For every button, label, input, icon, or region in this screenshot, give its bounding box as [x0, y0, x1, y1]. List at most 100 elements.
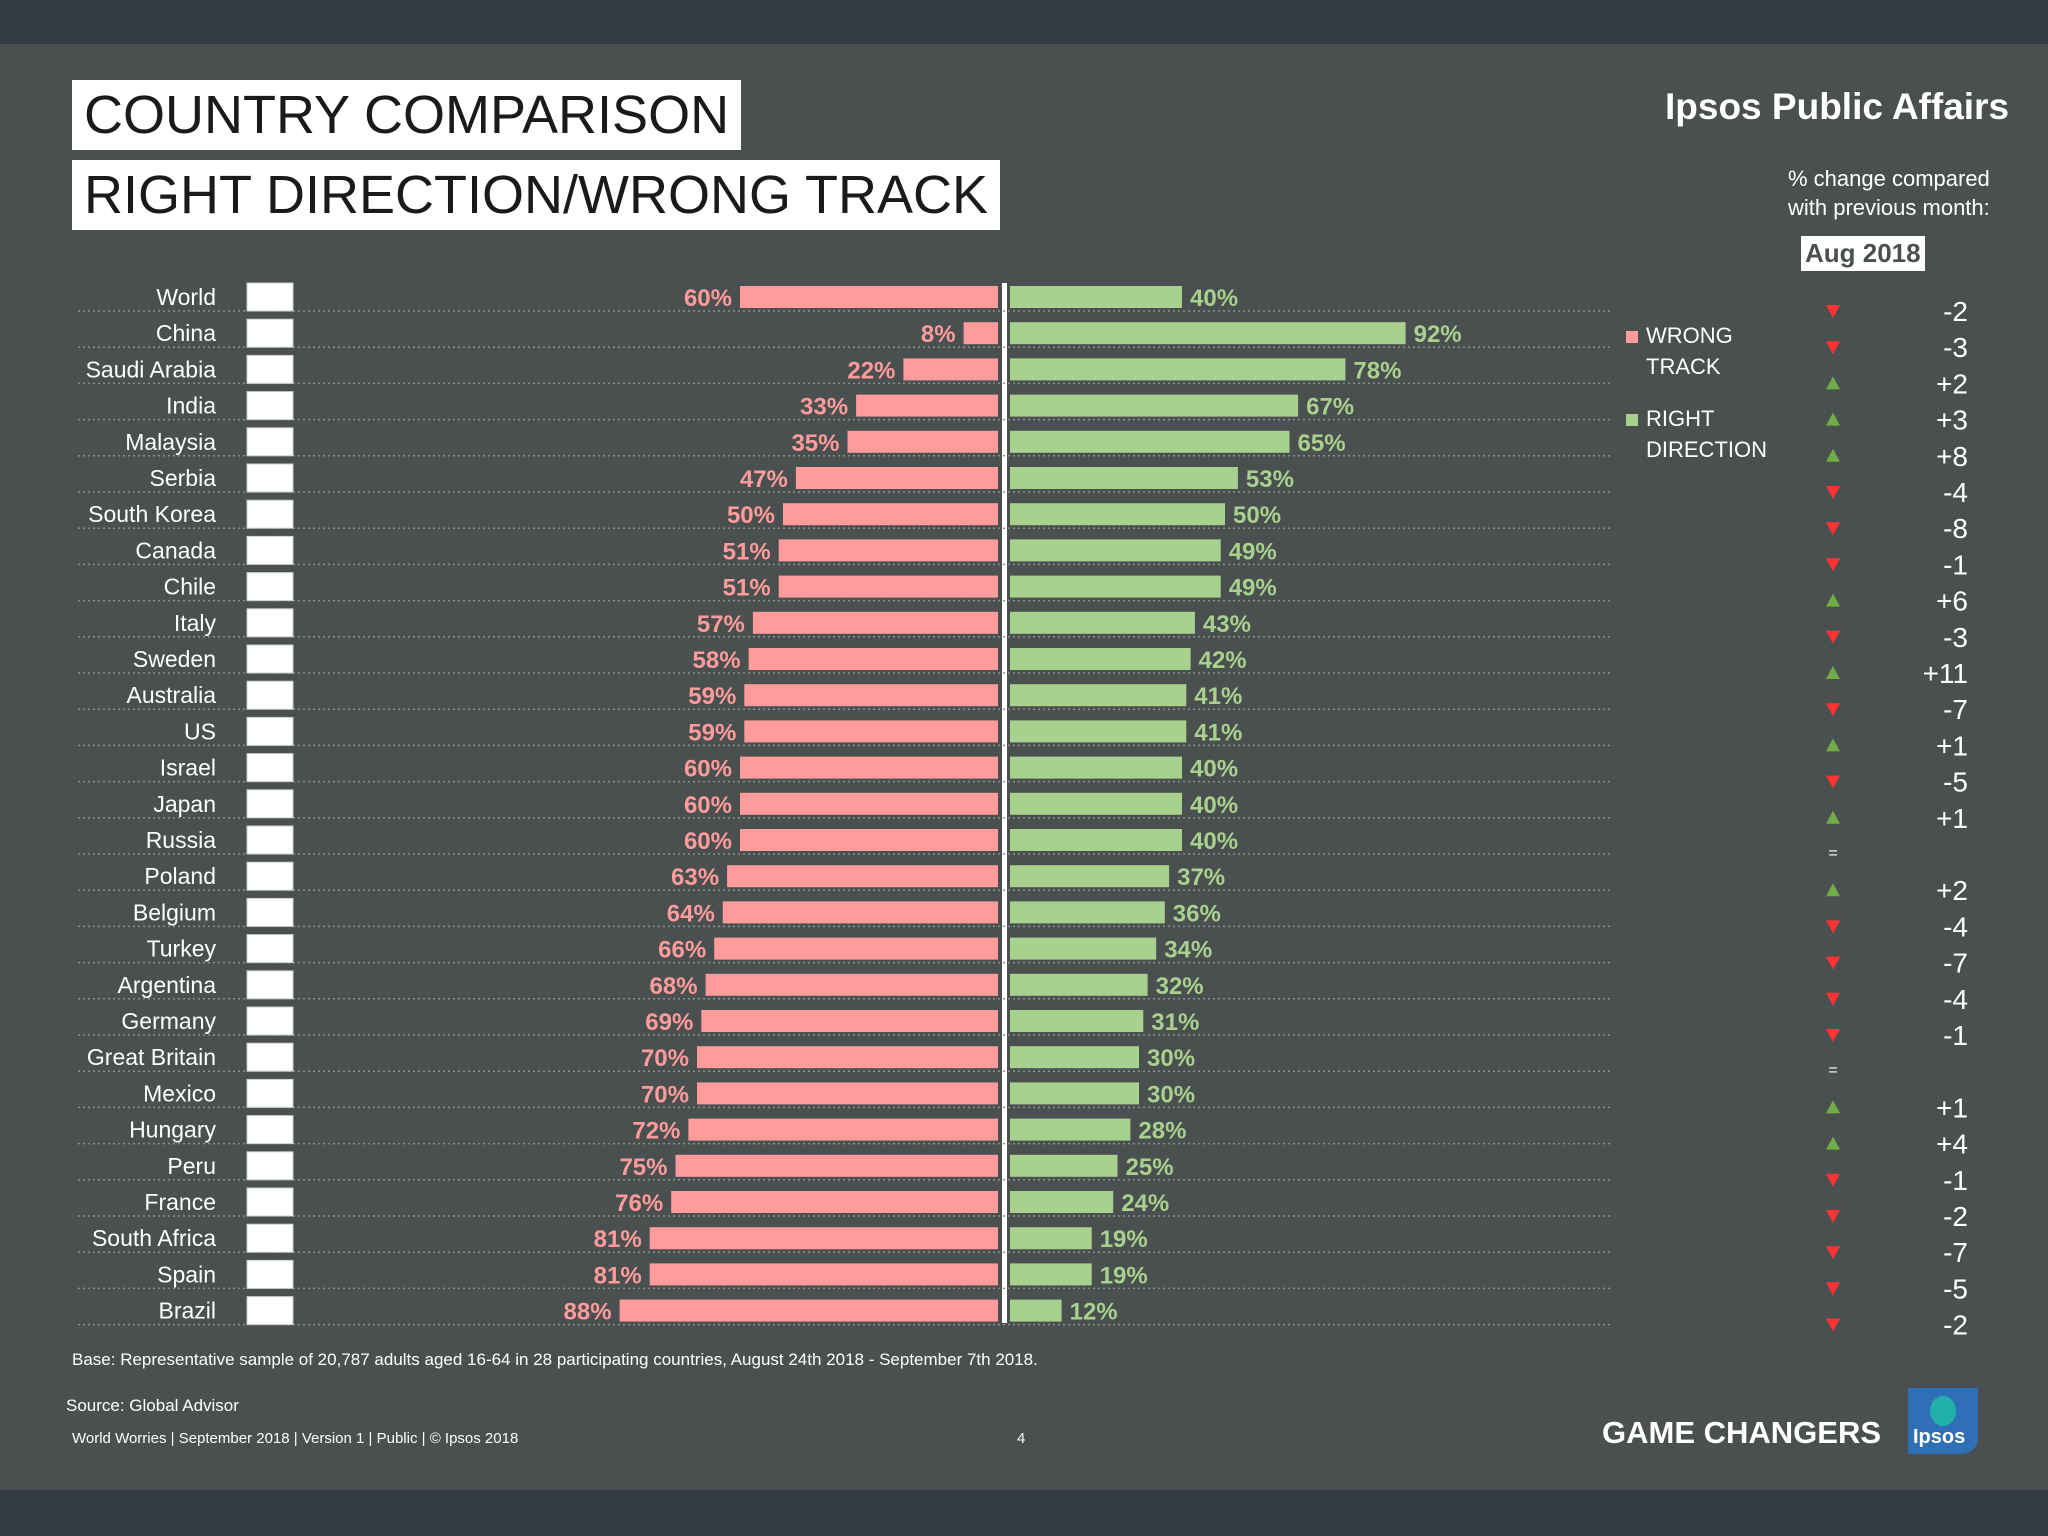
down-arrow-icon	[1826, 920, 1840, 934]
country-flag	[246, 1042, 294, 1072]
country-flag	[246, 644, 294, 674]
change-value: -2	[1943, 296, 1968, 327]
legend-right-label: RIGHT DIRECTION	[1646, 406, 1767, 462]
up-arrow-icon	[1826, 738, 1840, 752]
wrong-track-bar	[740, 286, 998, 308]
wrong-track-bar	[744, 684, 998, 707]
change-value: +1	[1936, 803, 1968, 834]
wrong-track-bar	[740, 756, 998, 779]
country-label: Saudi Arabia	[86, 356, 217, 382]
wrong-track-value: 58%	[693, 647, 741, 674]
country-label: Sweden	[133, 646, 216, 672]
country-flag	[246, 1187, 294, 1217]
wrong-track-value: 60%	[684, 828, 732, 855]
logo-text: Ipsos	[1913, 1426, 1966, 1448]
right-direction-bar	[1010, 611, 1195, 634]
change-value: -3	[1943, 332, 1968, 363]
wrong-track-bar	[727, 865, 998, 888]
change-value: -1	[1943, 1020, 1968, 1051]
change-value: -2	[1943, 1310, 1968, 1341]
right-direction-bar	[1010, 1263, 1092, 1286]
wrong-track-bar	[697, 1046, 998, 1069]
right-direction-bar	[1010, 322, 1406, 345]
footer-info: World Worries | September 2018 | Version…	[72, 1430, 519, 1447]
country-label: Germany	[121, 1008, 216, 1034]
wrong-track-bar	[688, 1118, 998, 1141]
country-flag	[246, 861, 294, 891]
wrong-track-value: 47%	[740, 466, 788, 493]
wrong-track-bar	[778, 539, 998, 562]
right-direction-value: 24%	[1121, 1190, 1169, 1217]
down-arrow-icon	[1826, 1210, 1840, 1223]
right-direction-value: 40%	[1190, 828, 1238, 855]
up-arrow-icon	[1826, 412, 1840, 426]
wrong-track-value: 60%	[684, 285, 732, 312]
right-direction-bar	[1010, 937, 1157, 960]
up-arrow-icon	[1826, 593, 1840, 607]
country-label: US	[184, 718, 216, 744]
change-value: -8	[1943, 513, 1968, 544]
right-direction-value: 32%	[1156, 973, 1204, 1000]
right-direction-bar	[1010, 539, 1221, 562]
country-flag	[246, 897, 294, 927]
change-value: -4	[1943, 984, 1968, 1015]
down-arrow-icon	[1826, 341, 1840, 355]
country-label: Italy	[174, 610, 217, 636]
right-direction-bar	[1010, 648, 1191, 670]
up-arrow-icon	[1826, 376, 1840, 390]
country-label: Peru	[167, 1153, 216, 1179]
country-label: Russia	[146, 827, 217, 853]
country-flag	[246, 789, 294, 819]
right-direction-value: 65%	[1298, 430, 1346, 457]
country-label: Brazil	[158, 1298, 216, 1324]
wrong-track-bar	[752, 611, 998, 634]
down-arrow-icon	[1826, 775, 1840, 789]
right-direction-value: 53%	[1246, 466, 1294, 493]
wrong-track-bar	[705, 973, 998, 996]
right-direction-bar	[1010, 756, 1182, 779]
country-flag	[246, 318, 294, 348]
wrong-track-value: 70%	[641, 1045, 689, 1072]
brand-name: Ipsos Public Affairs	[1665, 86, 2010, 127]
country-label: China	[156, 320, 216, 346]
wrong-track-value: 72%	[632, 1118, 680, 1145]
tagline: GAME CHANGERS	[1602, 1415, 1882, 1450]
wrong-track-value: 68%	[650, 973, 698, 1000]
wrong-track-bar	[748, 648, 998, 670]
up-arrow-icon	[1826, 810, 1840, 824]
wrong-track-value: 63%	[671, 864, 719, 891]
down-arrow-icon	[1826, 1318, 1840, 1332]
legend-right-swatch	[1626, 414, 1638, 426]
bottom-strip	[0, 1490, 2048, 1536]
title-line-2: RIGHT DIRECTION/WRONG TRACK	[72, 160, 1001, 230]
country-flag	[246, 463, 294, 493]
right-direction-value: 40%	[1190, 756, 1238, 783]
country-label: Japan	[153, 791, 216, 817]
right-direction-bar	[1010, 973, 1148, 996]
country-label: South Korea	[88, 501, 216, 527]
right-direction-value: 67%	[1306, 394, 1354, 421]
title-line-1: COUNTRY COMPARISON	[72, 80, 742, 150]
country-flag	[246, 1151, 294, 1181]
wrong-track-value: 69%	[645, 1009, 693, 1036]
right-direction-bar	[1010, 358, 1346, 381]
country-label: Great Britain	[87, 1044, 216, 1070]
country-label: Serbia	[150, 465, 217, 491]
right-direction-value: 19%	[1100, 1226, 1148, 1253]
country-label: Malaysia	[125, 429, 216, 455]
wrong-track-bar	[649, 1263, 998, 1286]
country-flag	[246, 1115, 294, 1145]
country-label: Chile	[164, 574, 216, 600]
change-value: =	[1828, 1062, 1837, 1079]
change-value: -4	[1943, 911, 1968, 942]
legend-wrong-swatch	[1626, 331, 1638, 343]
wrong-track-bar	[856, 394, 998, 417]
change-value: +2	[1936, 368, 1968, 399]
right-direction-value: 12%	[1070, 1299, 1118, 1326]
change-value: -7	[1943, 1237, 1968, 1268]
right-direction-value: 40%	[1190, 792, 1238, 819]
wrong-track-value: 33%	[800, 394, 848, 421]
right-direction-bar	[1010, 865, 1170, 888]
country-label: Israel	[160, 755, 216, 781]
